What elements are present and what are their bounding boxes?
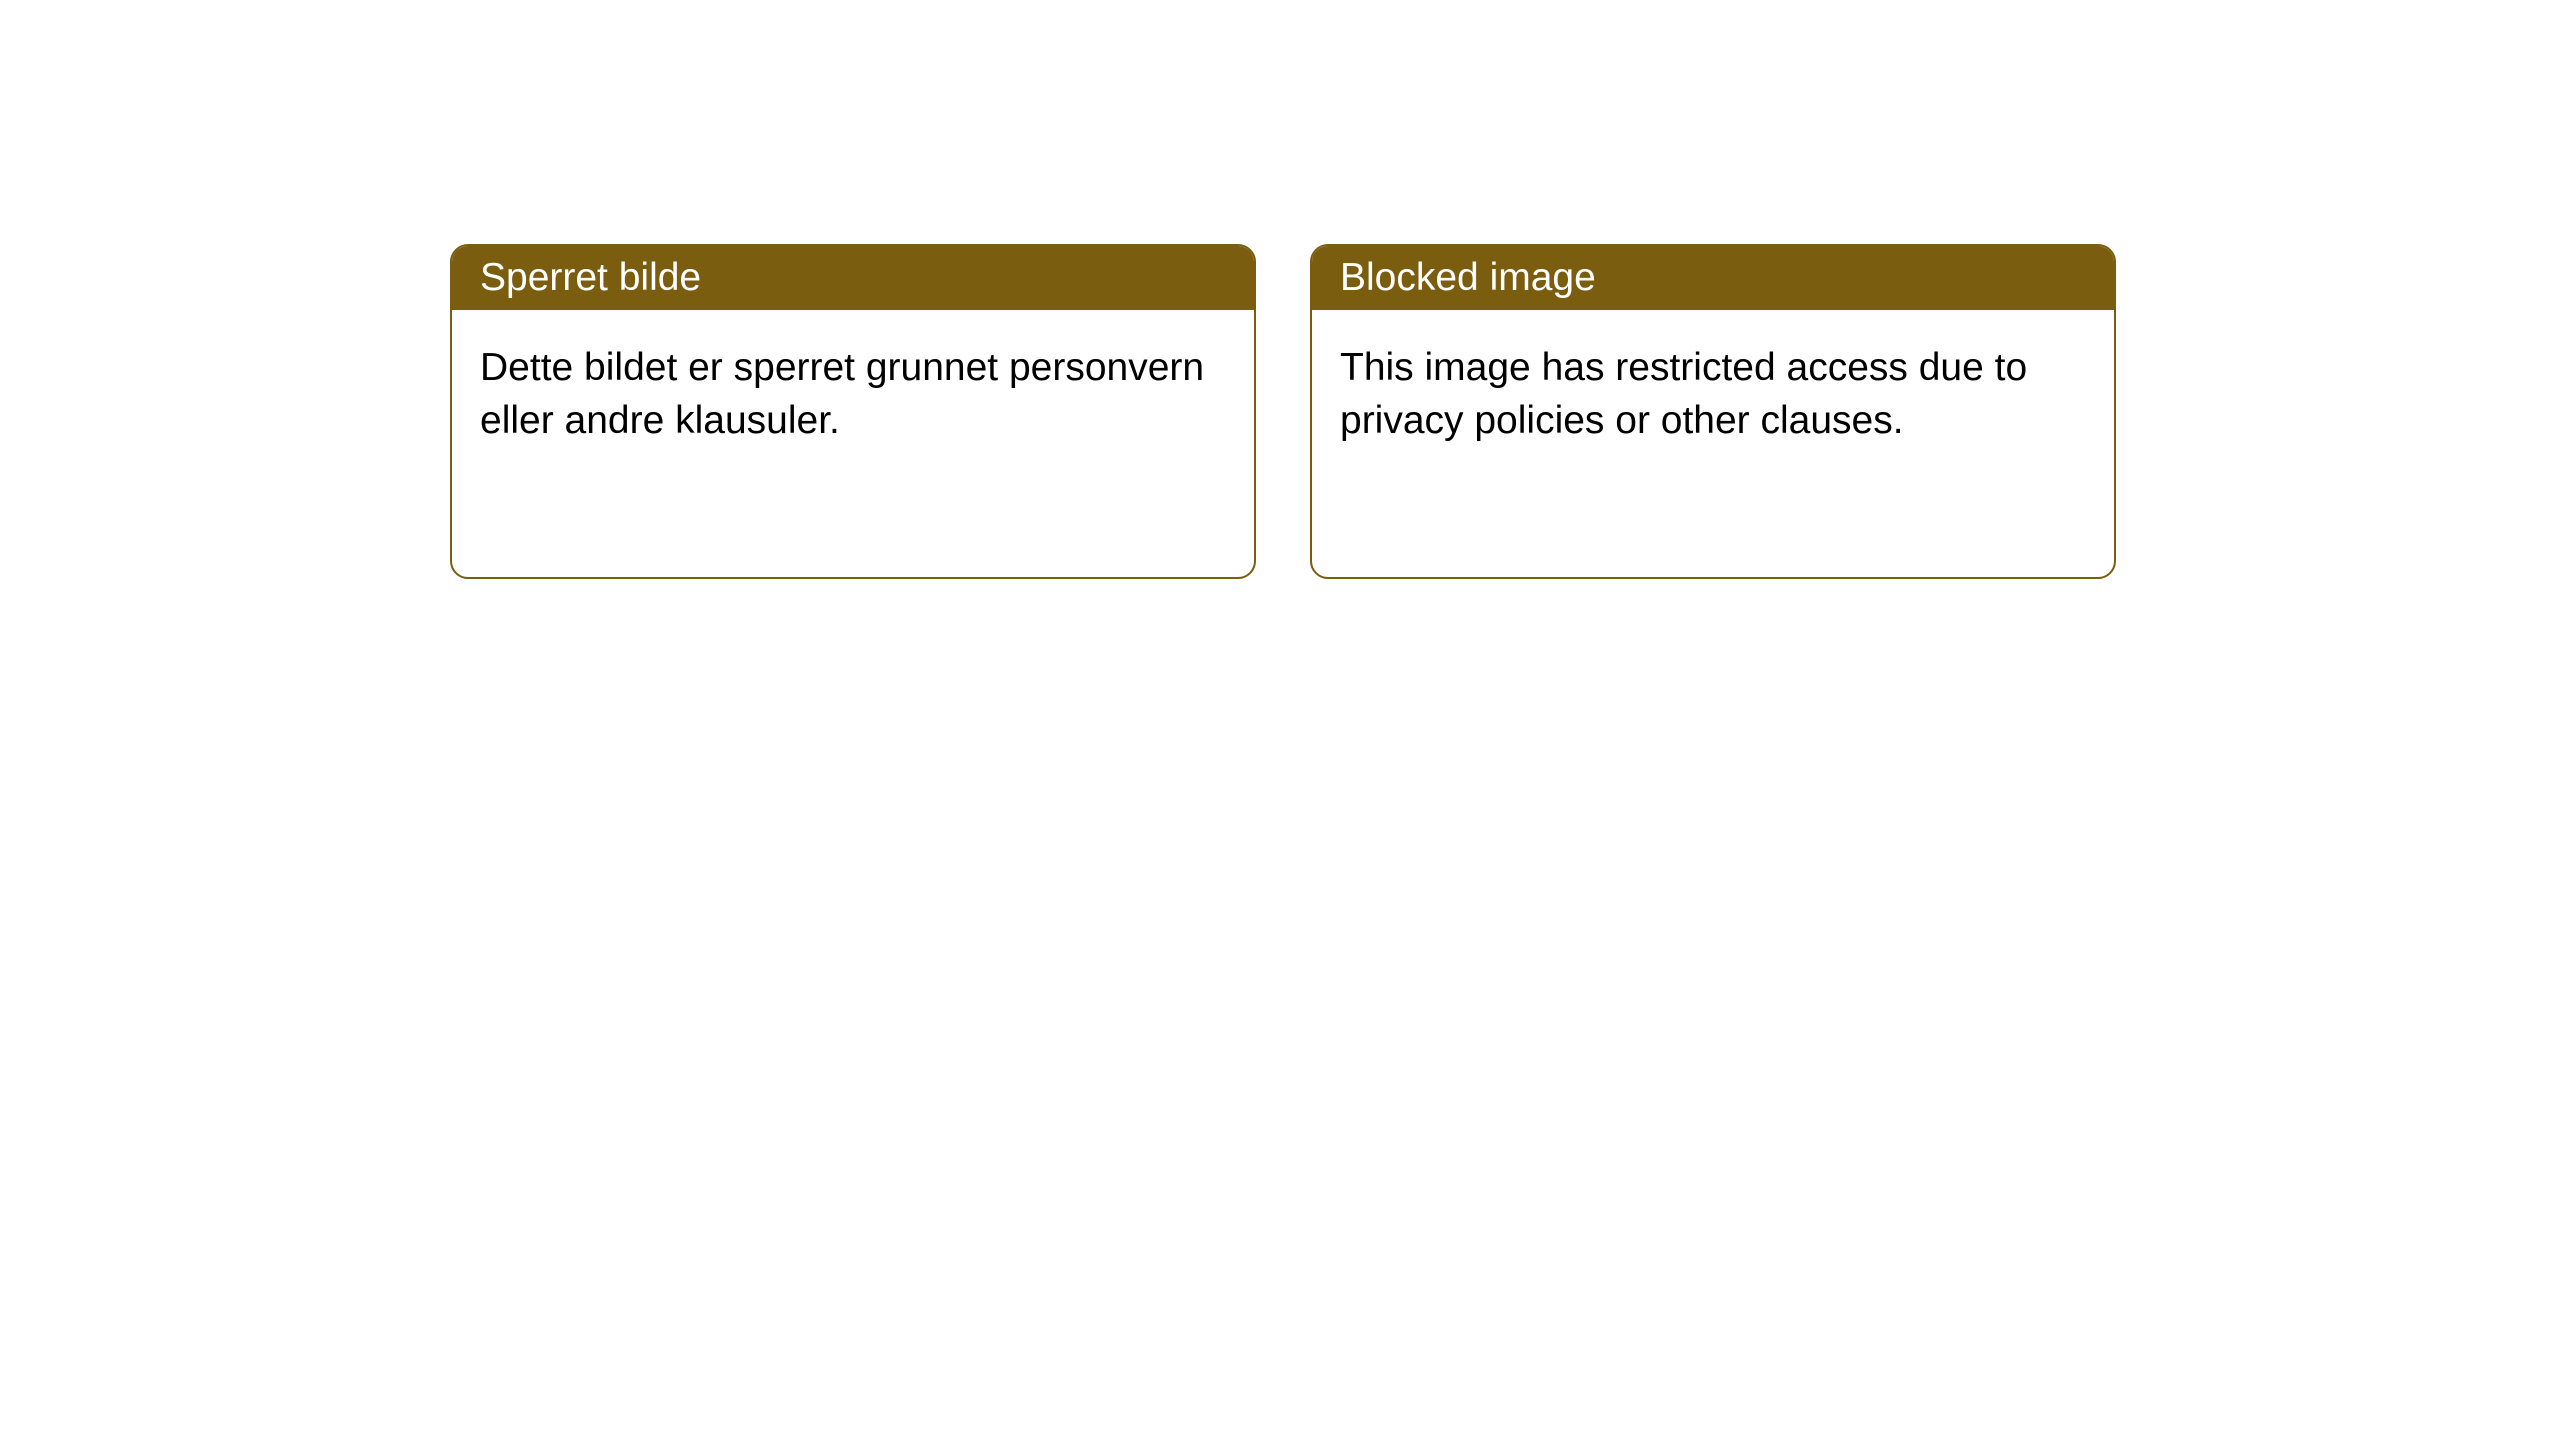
notice-header-label: Sperret bilde <box>480 256 701 299</box>
notice-container: Sperret bilde Dette bildet er sperret gr… <box>0 0 2560 579</box>
notice-body-text: This image has restricted access due to … <box>1340 346 2027 442</box>
notice-card-no: Sperret bilde Dette bildet er sperret gr… <box>450 244 1256 579</box>
notice-body-en: This image has restricted access due to … <box>1312 310 2114 479</box>
notice-header-en: Blocked image <box>1312 246 2114 310</box>
notice-header-label: Blocked image <box>1340 256 1596 299</box>
notice-body-no: Dette bildet er sperret grunnet personve… <box>452 310 1254 479</box>
notice-header-no: Sperret bilde <box>452 246 1254 310</box>
notice-card-en: Blocked image This image has restricted … <box>1310 244 2116 579</box>
notice-body-text: Dette bildet er sperret grunnet personve… <box>480 346 1204 442</box>
